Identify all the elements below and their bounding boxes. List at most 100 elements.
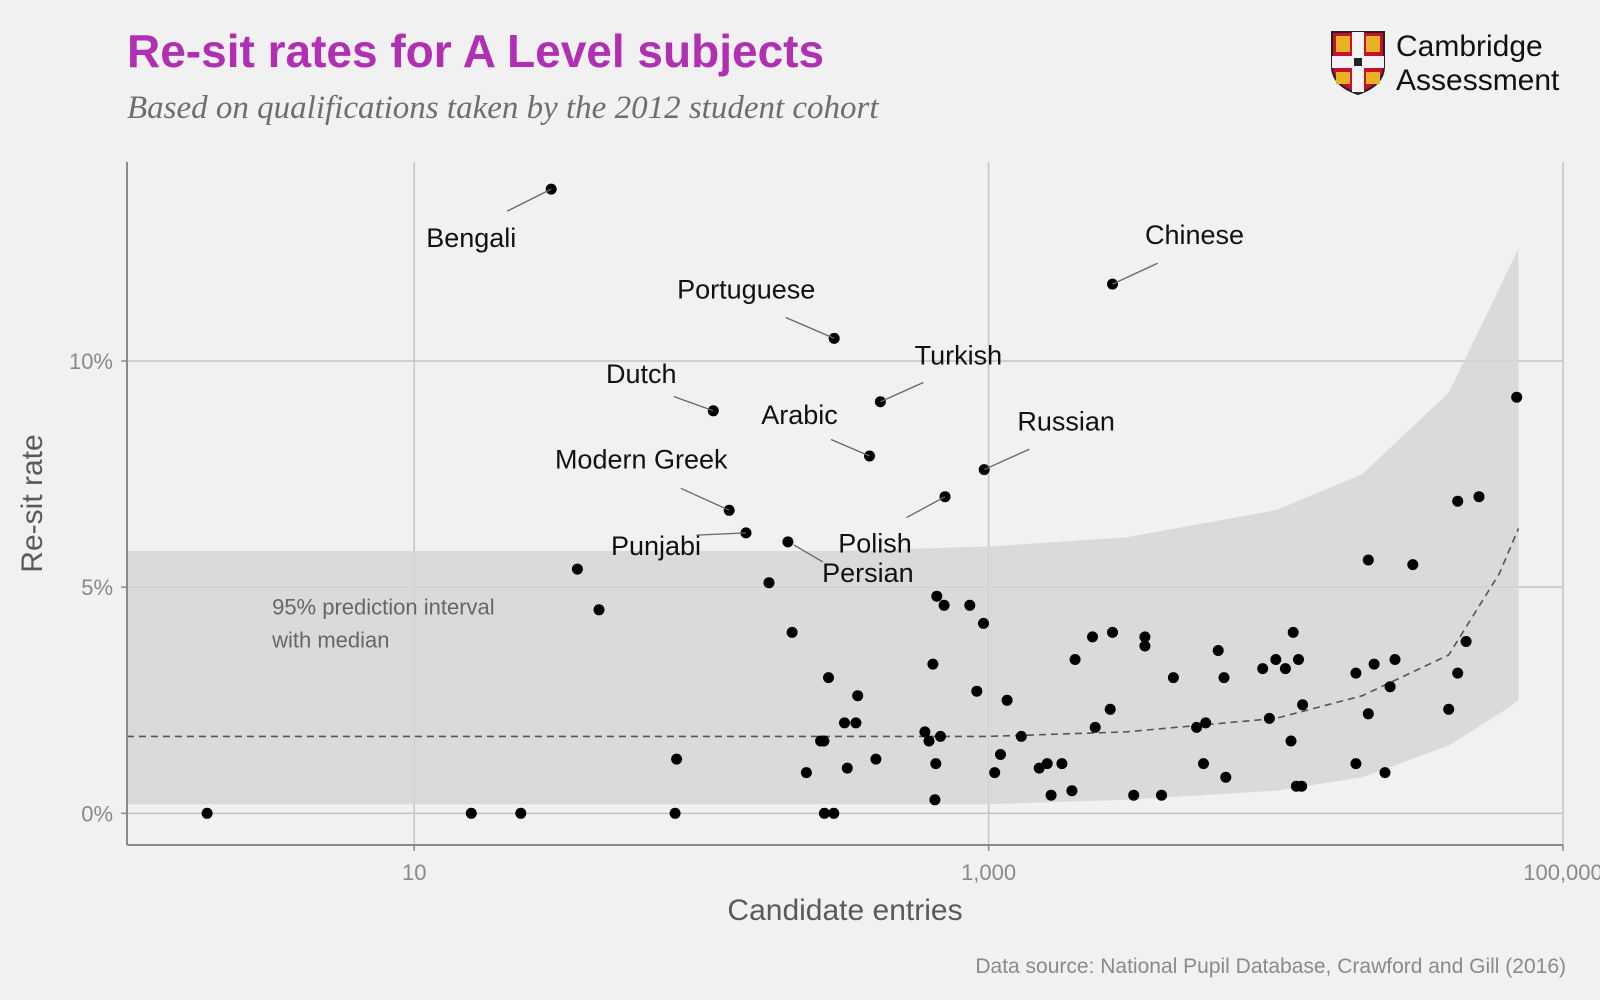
data-point-labeled <box>939 491 951 503</box>
data-point <box>1285 735 1297 747</box>
data-point-labeled <box>763 577 775 589</box>
data-point <box>1056 758 1068 770</box>
leader-line <box>830 438 870 457</box>
point-label: Persian <box>822 558 914 588</box>
data-point <box>1001 694 1013 706</box>
data-point <box>1139 631 1151 643</box>
data-point <box>1218 672 1230 684</box>
data-point <box>1287 626 1299 638</box>
data-point <box>1066 785 1078 797</box>
data-point <box>1296 780 1308 792</box>
cambridge-assessment-logo: Cambridge Assessment <box>1330 30 1570 100</box>
data-point <box>1257 663 1269 675</box>
data-point <box>1362 708 1374 720</box>
data-point <box>1350 667 1362 679</box>
cambridge-crest-icon <box>1331 31 1385 96</box>
logo-line-assessment: Assessment <box>1396 64 1560 97</box>
leader-line <box>673 395 714 412</box>
data-point <box>964 599 976 611</box>
point-label: Punjabi <box>611 531 701 561</box>
leader-line <box>506 188 552 212</box>
data-point <box>1128 789 1140 801</box>
data-point <box>800 767 812 779</box>
data-point <box>930 758 942 770</box>
data-point <box>1293 654 1304 665</box>
data-point <box>1220 771 1232 783</box>
y-tick-label: 10% <box>69 349 113 374</box>
data-point-labeled <box>782 536 794 548</box>
data-point <box>823 672 834 684</box>
data-point <box>1089 721 1101 733</box>
x-tick-label: 10 <box>402 860 426 885</box>
data-point <box>1452 495 1464 507</box>
data-point <box>841 762 853 774</box>
x-tick-label: 1,000 <box>961 860 1016 885</box>
data-point <box>1087 631 1098 643</box>
chart-subtitle: Based on qualifications taken by the 201… <box>127 90 879 126</box>
data-point <box>1368 658 1380 670</box>
data-point <box>669 807 681 819</box>
data-point <box>1473 491 1485 503</box>
data-point <box>929 794 941 806</box>
leader-line <box>696 532 747 536</box>
data-point <box>1191 721 1203 733</box>
data-point <box>978 617 989 629</box>
data-point <box>1297 699 1309 711</box>
data-point <box>839 717 850 729</box>
prediction-interval-area <box>127 247 1519 805</box>
data-source-note: Data source: National Pupil Database, Cr… <box>975 955 1566 978</box>
point-label: Polish <box>838 529 912 559</box>
chart-title: Re-sit rates for A Level subjects <box>127 25 825 77</box>
data-point <box>571 563 583 575</box>
data-point <box>828 807 840 819</box>
band-note-line: with median <box>271 627 389 652</box>
point-label: Bengali <box>426 223 516 253</box>
data-point <box>1452 667 1464 679</box>
leader-line <box>1112 262 1158 285</box>
axes: 10 1,000 100,000 0% 5% 10% Candidate entries Re… <box>16 162 1600 927</box>
data-point <box>201 807 213 819</box>
data-point <box>1279 663 1291 675</box>
y-axis-title: Re-sit rate <box>16 434 49 572</box>
data-point <box>1107 626 1118 638</box>
data-point <box>1212 645 1224 656</box>
data-point <box>1139 640 1151 652</box>
point-label: Arabic <box>761 400 838 430</box>
data-point <box>515 807 527 819</box>
data-point <box>1460 636 1472 647</box>
data-point <box>1263 712 1275 724</box>
prediction-band: 95% prediction interval with median <box>127 247 1520 805</box>
data-point <box>465 807 477 819</box>
point-label: Chinese <box>1145 220 1244 250</box>
data-point <box>1167 672 1179 684</box>
data-point <box>1350 758 1362 770</box>
data-point <box>919 726 931 738</box>
logo-line-cambridge: Cambridge <box>1396 30 1543 63</box>
data-point <box>852 690 864 702</box>
point-labels: Bengali Chinese Portuguese Turkish Dutch Arab… <box>426 188 1244 588</box>
data-point <box>786 626 798 638</box>
data-point <box>1041 758 1053 770</box>
data-point <box>1407 559 1419 571</box>
data-point <box>995 749 1006 760</box>
x-tick-label: 100,000 <box>1523 860 1600 885</box>
leader-line <box>793 544 824 563</box>
point-label: Dutch <box>606 359 677 389</box>
y-tick-label: 5% <box>81 575 113 600</box>
data-point <box>1045 789 1057 801</box>
data-point <box>1362 554 1374 566</box>
leader-line <box>680 487 730 511</box>
point-label: Portuguese <box>677 274 815 304</box>
point-label: Modern Greek <box>555 444 728 474</box>
leader-line <box>785 316 835 340</box>
data-point <box>1198 758 1209 770</box>
data-point <box>1443 703 1455 715</box>
data-point <box>1511 391 1523 403</box>
data-point <box>818 735 830 747</box>
x-axis-title: Candidate entries <box>727 894 962 927</box>
data-point <box>1015 730 1027 742</box>
data-point <box>971 685 983 697</box>
data-point <box>935 730 946 742</box>
data-point <box>1200 717 1212 729</box>
data-point <box>1104 703 1116 715</box>
